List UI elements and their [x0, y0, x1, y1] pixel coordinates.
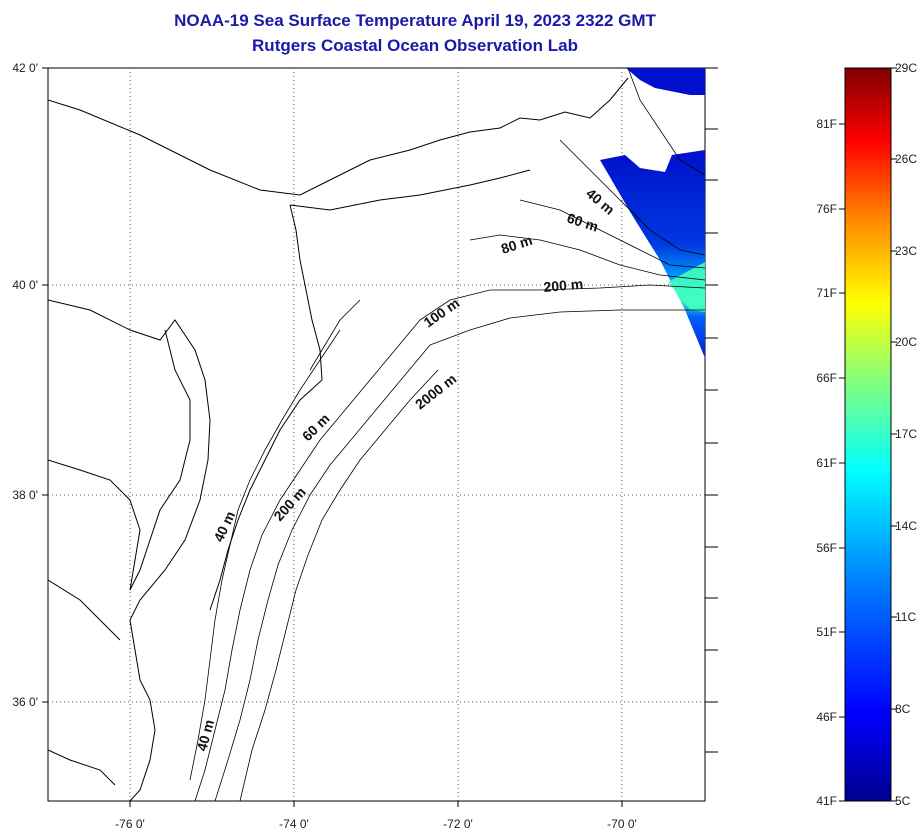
fahrenheit-label: 41F — [816, 794, 837, 808]
celsius-label: 26C — [895, 152, 917, 166]
lon-label: -76 0' — [115, 817, 145, 831]
lat-label: 38 0' — [12, 488, 38, 502]
lat-label: 36 0' — [12, 695, 38, 709]
longitude-labels: -76 0' -74 0' -72 0' -70 0' — [115, 817, 637, 831]
coastline — [48, 77, 629, 801]
celsius-label: 5C — [895, 794, 911, 808]
depth-label: 200 m — [543, 276, 584, 295]
bathymetry-contours — [189, 68, 705, 801]
celsius-label: 20C — [895, 335, 917, 349]
map-frame — [47, 67, 706, 802]
lon-label: -74 0' — [279, 817, 309, 831]
map-subtitle: Rutgers Coastal Ocean Observation Lab — [252, 36, 578, 55]
fahrenheit-label: 51F — [816, 625, 837, 639]
depth-label: 40 m — [193, 718, 217, 753]
celsius-label: 8C — [895, 702, 911, 716]
celsius-label: 17C — [895, 427, 917, 441]
fahrenheit-label: 71F — [816, 286, 837, 300]
celsius-label: 29C — [895, 61, 917, 75]
colorbar-celsius-labels: 29C 26C 23C 20C 17C 14C 11C 8C 5C — [895, 61, 917, 808]
lat-label: 40 0' — [12, 278, 38, 292]
temperature-colorbar — [844, 67, 892, 802]
map-title: NOAA-19 Sea Surface Temperature April 19… — [174, 11, 656, 30]
latitude-labels: 42 0' 40 0' 38 0' 36 0' — [12, 61, 38, 709]
lon-label: -70 0' — [607, 817, 637, 831]
fahrenheit-label: 46F — [816, 710, 837, 724]
lat-label: 42 0' — [12, 61, 38, 75]
graticule — [48, 68, 705, 801]
colorbar-fahrenheit-labels: 81F 76F 71F 66F 61F 56F 51F 46F 41F — [816, 117, 837, 808]
fahrenheit-label: 81F — [816, 117, 837, 131]
fahrenheit-label: 66F — [816, 371, 837, 385]
celsius-label: 23C — [895, 244, 917, 258]
celsius-label: 14C — [895, 519, 917, 533]
frame-ticks — [42, 67, 718, 807]
lon-label: -72 0' — [443, 817, 473, 831]
fahrenheit-label: 56F — [816, 541, 837, 555]
fahrenheit-label: 76F — [816, 202, 837, 216]
fahrenheit-label: 61F — [816, 456, 837, 470]
celsius-label: 11C — [895, 610, 916, 624]
colorbar-ticks — [839, 67, 897, 802]
